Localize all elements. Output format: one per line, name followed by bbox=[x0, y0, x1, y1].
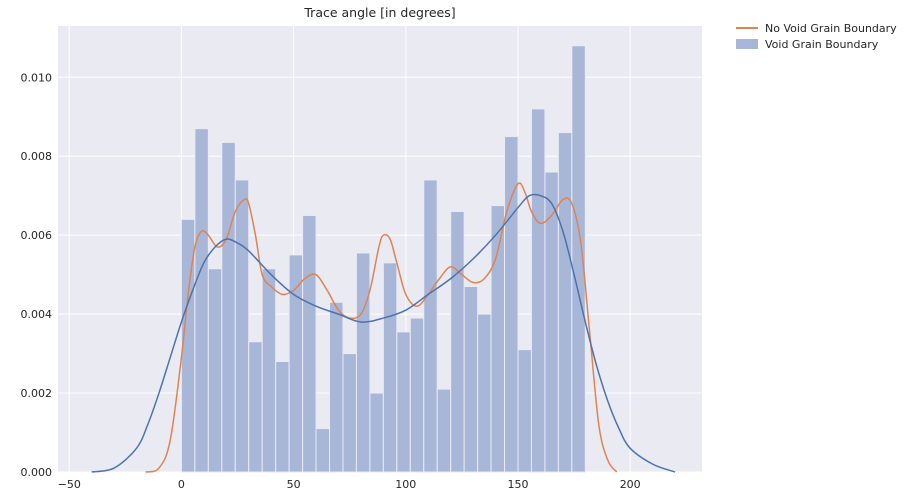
y-tick-label: 0.008 bbox=[21, 150, 53, 163]
x-tick-labels: −50 0 50 100 150 200 bbox=[58, 478, 641, 491]
legend-swatch-void bbox=[736, 39, 758, 49]
histogram-bar bbox=[194, 128, 209, 473]
histogram-bar bbox=[490, 205, 506, 473]
histogram-bar bbox=[355, 252, 371, 473]
histogram-bar bbox=[329, 301, 344, 473]
histogram-bar bbox=[342, 353, 357, 473]
histogram-bar bbox=[477, 313, 492, 473]
histogram-bar bbox=[530, 108, 546, 473]
histogram-bar bbox=[409, 317, 425, 473]
histogram-bar bbox=[302, 214, 317, 473]
y-tick-label: 0.004 bbox=[21, 308, 53, 321]
histogram-bar bbox=[557, 132, 573, 473]
histogram-bar bbox=[261, 268, 277, 473]
legend-label-void: Void Grain Boundary bbox=[765, 37, 879, 51]
x-tick-label: 150 bbox=[508, 478, 529, 491]
y-tick-label: 0.006 bbox=[21, 229, 53, 242]
legend-label-no-void: No Void Grain Boundary bbox=[765, 21, 897, 35]
x-tick-label: 0 bbox=[178, 478, 185, 491]
histogram-bar bbox=[517, 349, 532, 473]
histogram-bar bbox=[315, 428, 331, 473]
histogram-bar bbox=[571, 45, 586, 473]
x-tick-label: 100 bbox=[395, 478, 416, 491]
histogram-bar bbox=[382, 262, 398, 473]
histogram-bar bbox=[248, 341, 263, 473]
legend-item-void: Void Grain Boundary bbox=[733, 36, 897, 52]
legend-item-no-void: No Void Grain Boundary bbox=[733, 20, 897, 36]
histogram-bar bbox=[207, 268, 223, 473]
kde-line-no-void bbox=[145, 182, 618, 473]
x-tick-label: 50 bbox=[287, 478, 301, 491]
kde-line-void bbox=[91, 193, 676, 473]
histogram-bar bbox=[275, 360, 290, 473]
x-tick-label: −50 bbox=[58, 478, 81, 491]
histogram-bar bbox=[234, 179, 250, 473]
histogram-bar bbox=[450, 211, 465, 473]
legend: No Void Grain Boundary Void Grain Bounda… bbox=[733, 20, 897, 52]
y-tick-label: 0.002 bbox=[21, 387, 53, 400]
histogram-bar bbox=[436, 388, 452, 473]
chart-title: Trace angle [in degrees] bbox=[303, 5, 455, 20]
x-tick-label: 200 bbox=[620, 478, 641, 491]
histogram-bar bbox=[463, 285, 479, 473]
legend-swatch-no-void bbox=[736, 27, 758, 29]
histogram-bar bbox=[423, 179, 438, 473]
histogram-bar bbox=[221, 141, 236, 473]
kde-lines bbox=[91, 182, 676, 473]
histogram-bar bbox=[544, 171, 559, 473]
histogram-bar bbox=[396, 331, 411, 473]
histogram-bar bbox=[369, 392, 384, 473]
y-tick-label: 0.010 bbox=[21, 71, 53, 84]
y-tick-labels: 0.000 0.002 0.004 0.006 0.008 0.010 bbox=[21, 71, 53, 479]
y-tick-label: 0.000 bbox=[21, 466, 53, 479]
